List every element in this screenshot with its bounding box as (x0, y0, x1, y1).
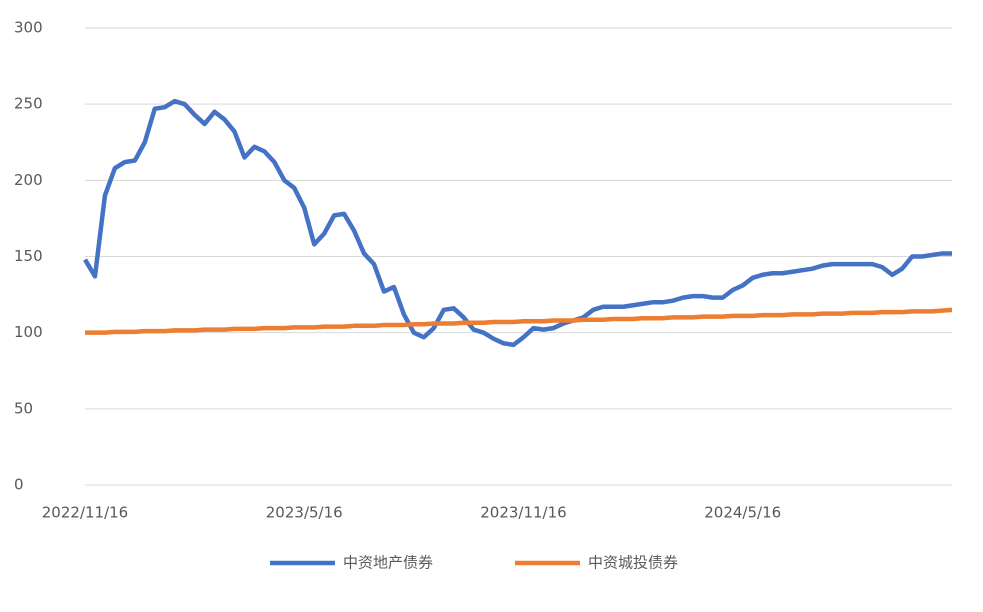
x-tick-label: 2023/11/16 (480, 504, 566, 522)
y-tick-label: 200 (14, 171, 43, 189)
x-tick-label: 2023/5/16 (266, 504, 343, 522)
x-tick-label: 2022/11/16 (42, 504, 128, 522)
y-tick-label: 150 (14, 247, 43, 265)
y-tick-label: 50 (14, 399, 33, 417)
y-tick-label: 100 (14, 323, 43, 341)
series-line (85, 307, 953, 335)
legend-label: 中资城投债券 (588, 554, 678, 572)
x-tick-label: 2024/5/16 (704, 504, 781, 522)
legend-label: 中资地产债券 (343, 554, 433, 572)
y-tick-label: 300 (14, 19, 43, 37)
y-tick-label: 250 (14, 95, 43, 113)
y-tick-label: 0 (14, 476, 24, 494)
series-line (83, 98, 952, 348)
